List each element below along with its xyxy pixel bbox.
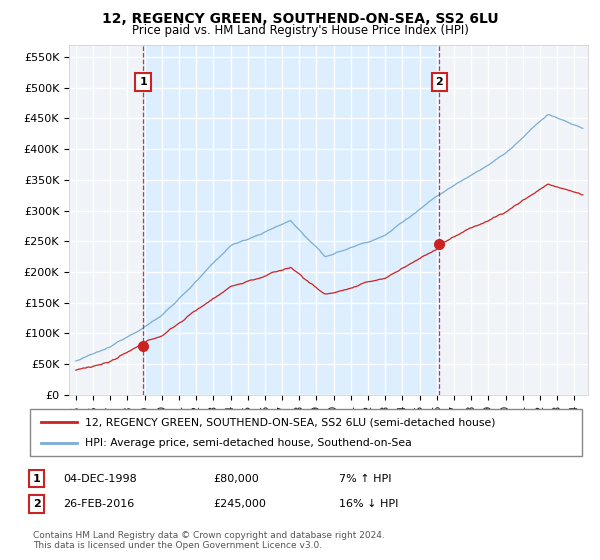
Text: 16% ↓ HPI: 16% ↓ HPI (339, 499, 398, 509)
Bar (143, 45, 439, 395)
FancyBboxPatch shape (30, 409, 582, 456)
Text: 12, REGENCY GREEN, SOUTHEND-ON-SEA, SS2 6LU (semi-detached house): 12, REGENCY GREEN, SOUTHEND-ON-SEA, SS2 … (85, 417, 496, 427)
Text: 2: 2 (33, 499, 41, 509)
Text: 04-DEC-1998: 04-DEC-1998 (63, 474, 137, 484)
Text: Price paid vs. HM Land Registry's House Price Index (HPI): Price paid vs. HM Land Registry's House … (131, 24, 469, 36)
Text: 1: 1 (139, 77, 147, 87)
Text: £245,000: £245,000 (213, 499, 266, 509)
Text: 2: 2 (436, 77, 443, 87)
Text: HPI: Average price, semi-detached house, Southend-on-Sea: HPI: Average price, semi-detached house,… (85, 438, 412, 448)
Text: 26-FEB-2016: 26-FEB-2016 (63, 499, 134, 509)
Text: 12, REGENCY GREEN, SOUTHEND-ON-SEA, SS2 6LU: 12, REGENCY GREEN, SOUTHEND-ON-SEA, SS2 … (101, 12, 499, 26)
Text: Contains HM Land Registry data © Crown copyright and database right 2024.
This d: Contains HM Land Registry data © Crown c… (33, 531, 385, 550)
Text: 1: 1 (33, 474, 41, 484)
Text: £80,000: £80,000 (213, 474, 259, 484)
Text: 7% ↑ HPI: 7% ↑ HPI (339, 474, 391, 484)
